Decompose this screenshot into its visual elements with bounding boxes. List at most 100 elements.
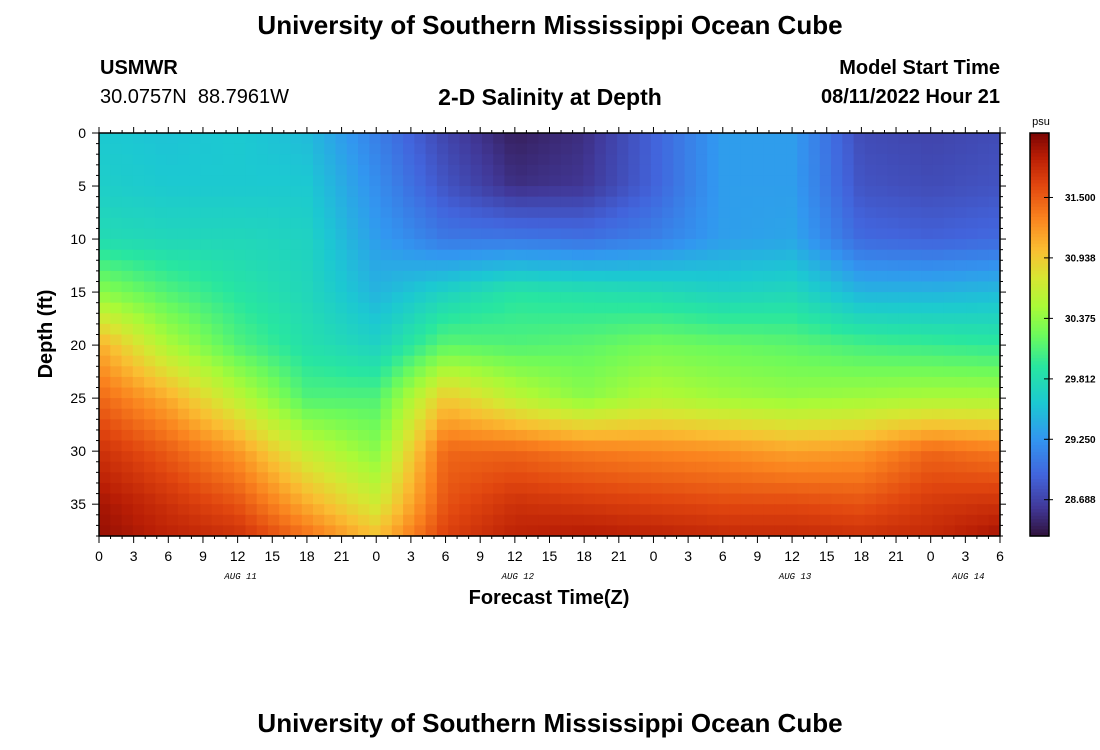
heatmap-cell bbox=[617, 249, 629, 261]
heatmap-cell bbox=[211, 239, 224, 251]
heatmap-cell bbox=[718, 398, 731, 410]
heatmap-cell bbox=[921, 419, 934, 431]
heatmap-cell bbox=[909, 482, 922, 495]
heatmap-cell bbox=[786, 164, 798, 177]
heatmap-cell bbox=[335, 302, 348, 314]
heatmap-cell bbox=[493, 270, 506, 283]
heatmap-cell bbox=[177, 334, 190, 346]
heatmap-cell bbox=[977, 334, 990, 346]
heatmap-cell bbox=[121, 281, 134, 293]
heatmap-cell bbox=[211, 196, 224, 208]
heatmap-cell bbox=[380, 461, 393, 473]
heatmap-cell bbox=[290, 514, 303, 526]
heatmap-cell bbox=[380, 302, 393, 314]
heatmap-cell bbox=[459, 292, 472, 304]
heatmap-cell bbox=[132, 504, 145, 516]
heatmap-cell bbox=[358, 249, 370, 261]
heatmap-cell bbox=[988, 302, 1001, 314]
heatmap-cell bbox=[459, 482, 472, 495]
heatmap-cell bbox=[211, 482, 224, 495]
heatmap-cell bbox=[267, 249, 280, 261]
heatmap-cell bbox=[909, 387, 922, 399]
heatmap-cell bbox=[605, 281, 618, 293]
heatmap-cell bbox=[200, 154, 213, 166]
heatmap-cell bbox=[290, 302, 303, 314]
heatmap-cell bbox=[301, 281, 314, 293]
heatmap-cell bbox=[369, 472, 382, 484]
colorbar-swatch bbox=[1030, 324, 1049, 329]
heatmap-cell bbox=[211, 270, 224, 283]
heatmap-cell bbox=[324, 504, 337, 516]
heatmap-cell bbox=[335, 334, 348, 346]
heatmap-cell bbox=[684, 525, 697, 537]
heatmap-cell bbox=[279, 133, 292, 145]
heatmap-cell bbox=[695, 440, 708, 452]
heatmap-cell bbox=[414, 175, 427, 187]
heatmap-cell bbox=[808, 408, 821, 420]
heatmap-cell bbox=[639, 154, 652, 166]
heatmap-cell bbox=[380, 408, 393, 420]
heatmap-cell bbox=[673, 270, 686, 283]
heatmap-cell bbox=[876, 482, 888, 495]
heatmap-cell bbox=[549, 387, 562, 399]
heatmap-cell bbox=[639, 228, 652, 240]
heatmap-cell bbox=[763, 461, 776, 473]
heatmap-cell bbox=[132, 461, 145, 473]
heatmap-cell bbox=[369, 186, 382, 198]
heatmap-cell bbox=[425, 334, 438, 346]
heatmap-cell bbox=[954, 514, 967, 526]
heatmap-cell bbox=[887, 387, 900, 399]
heatmap-cell bbox=[234, 334, 247, 346]
heatmap-cell bbox=[639, 451, 652, 463]
heatmap-cell bbox=[222, 228, 235, 240]
heatmap-cell bbox=[932, 281, 945, 293]
heatmap-cell bbox=[662, 472, 674, 484]
heatmap-cell bbox=[538, 154, 551, 166]
heatmap-cell bbox=[988, 133, 1001, 145]
heatmap-cell bbox=[808, 186, 821, 198]
heatmap-cell bbox=[414, 164, 427, 177]
colorbar-swatch bbox=[1030, 243, 1049, 248]
heatmap-cell bbox=[301, 164, 314, 177]
heatmap-cell bbox=[459, 345, 472, 357]
heatmap-cell bbox=[155, 217, 168, 230]
colorbar-swatch bbox=[1030, 341, 1049, 346]
heatmap-cell bbox=[189, 472, 201, 484]
heatmap-cell bbox=[436, 164, 449, 177]
heatmap-cell bbox=[189, 154, 201, 166]
heatmap-cell bbox=[560, 440, 573, 452]
colorbar-swatch bbox=[1030, 173, 1049, 178]
heatmap-cell bbox=[200, 313, 213, 325]
heatmap-cell bbox=[583, 292, 596, 304]
heatmap-cell bbox=[819, 196, 832, 208]
heatmap-cell bbox=[200, 239, 213, 251]
heatmap-cell bbox=[549, 461, 562, 473]
heatmap-cell bbox=[267, 207, 280, 219]
heatmap-cell bbox=[425, 514, 438, 526]
heatmap-cell bbox=[189, 133, 201, 145]
heatmap-cell bbox=[549, 429, 562, 442]
heatmap-cell bbox=[155, 514, 168, 526]
heatmap-cell bbox=[617, 514, 629, 526]
heatmap-cell bbox=[380, 419, 393, 431]
heatmap-cell bbox=[526, 504, 539, 516]
heatmap-cell bbox=[234, 196, 247, 208]
heatmap-cell bbox=[267, 217, 280, 230]
heatmap-cell bbox=[774, 345, 787, 357]
heatmap-cell bbox=[797, 164, 810, 177]
heatmap-cell bbox=[617, 376, 629, 389]
heatmap-cell bbox=[222, 408, 235, 420]
heatmap-cell bbox=[200, 525, 213, 537]
heatmap-cell bbox=[144, 504, 156, 516]
heatmap-cell bbox=[560, 387, 573, 399]
colorbar-swatch bbox=[1030, 532, 1049, 537]
heatmap-cell bbox=[369, 440, 382, 452]
heatmap-cell bbox=[909, 302, 922, 314]
heatmap-cell bbox=[526, 196, 539, 208]
heatmap-cell bbox=[718, 217, 731, 230]
heatmap-cell bbox=[673, 525, 686, 537]
heatmap-cell bbox=[459, 398, 472, 410]
heatmap-cell bbox=[729, 408, 742, 420]
heatmap-cell bbox=[943, 143, 956, 155]
heatmap-cell bbox=[177, 398, 190, 410]
